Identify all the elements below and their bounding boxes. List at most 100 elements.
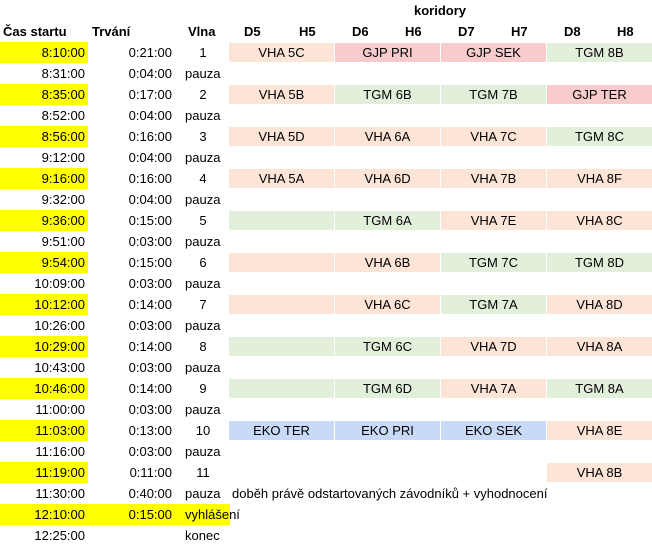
col-header-h6: H6 (405, 24, 422, 39)
duration-cell: 0:04:00 (128, 150, 172, 165)
corridor-group-cell: VHA 6D (335, 169, 440, 188)
duration-cell: 0:13:00 (128, 423, 172, 438)
col-header-d8: D8 (564, 24, 581, 39)
corridor-group-cell: GJP TER (547, 85, 652, 104)
note-text: doběh právě odstartovaných závodníků + v… (232, 486, 548, 501)
duration-cell: 0:15:00 (88, 504, 176, 525)
duration-cell: 0:03:00 (128, 318, 172, 333)
corridor-group-cell: VHA 8E (547, 421, 652, 440)
duration-cell: 0:15:00 (128, 213, 172, 228)
start-time-cell: 10:12:00 (0, 294, 88, 315)
corridor-group-cell: VHA 5A (229, 169, 334, 188)
corridor-group-cell: EKO PRI (335, 421, 440, 440)
schedule-row: 10:26:00 0:03:00 pauza (0, 315, 652, 336)
corridor-group-cell: VHA 6B (335, 253, 440, 272)
start-time-cell: 11:16:00 (35, 444, 85, 459)
header-row: Čas startu Trvání Vlna D5 H5 D6 H6 D7 H7… (0, 21, 652, 42)
wave-cell: 9 (199, 381, 207, 396)
corridors-group-label: koridory (413, 3, 466, 18)
start-time-cell: 8:31:00 (41, 66, 85, 81)
start-time-cell: 9:12:00 (41, 150, 85, 165)
start-time-cell: 8:52:00 (41, 108, 85, 123)
start-time-cell: 11:19:00 (0, 462, 88, 483)
start-time-cell: 10:29:00 (0, 336, 88, 357)
duration-cell (88, 525, 176, 546)
wave-cell: 10 (195, 423, 211, 438)
duration-cell: 0:03:00 (128, 402, 172, 417)
duration-cell: 0:03:00 (128, 276, 172, 291)
corridor-group-cell: TGM 7C (441, 253, 546, 272)
schedule-row: 8:56:00 0:16:00 3 VHA 5D VHA 6A VHA 7C TGM 8C (0, 126, 652, 147)
start-time-cell: 8:10:00 (0, 42, 88, 63)
schedule-row: 10:12:00 0:14:00 7 VHA 6C TGM 7A VHA 8D (0, 294, 652, 315)
wave-cell: pauza (185, 234, 221, 249)
corridor-group-cell: GJP SEK (441, 43, 546, 62)
schedule-row: 9:54:00 0:15:00 6 VHA 6B TGM 7C TGM 8D (0, 252, 652, 273)
corridor-group-cell: VHA 8A (547, 337, 652, 356)
schedule-row: 11:19:00 0:11:00 11 VHA 8B (0, 462, 652, 483)
start-time-cell: 8:56:00 (0, 126, 88, 147)
corridor-group-cell: TGM 8B (547, 43, 652, 62)
wave-cell: pauza (185, 360, 221, 375)
wave-cell: pauza (185, 444, 221, 459)
corridor-group-cell (229, 253, 334, 272)
header-row-top: koridory (0, 0, 652, 21)
wave-cell: vyhlášení (176, 504, 240, 525)
corridor-group-cell: TGM 6D (335, 379, 440, 398)
start-time-cell: 9:51:00 (41, 234, 85, 249)
wave-cell: 6 (199, 255, 207, 270)
schedule-row: 8:31:00 0:04:00 pauza (0, 63, 652, 84)
col-header-d7: D7 (458, 24, 475, 39)
start-time-cell: 10:09:00 (34, 276, 85, 291)
duration-cell: 0:03:00 (128, 444, 172, 459)
schedule-row: 12:10:00 0:15:00 vyhlášení (0, 504, 652, 525)
col-header-time: Čas startu (3, 24, 67, 39)
start-time-cell: 12:25:00 (34, 528, 85, 543)
start-time-cell: 9:16:00 (0, 168, 88, 189)
wave-cell: pauza (185, 486, 221, 501)
wave-cell: pauza (185, 276, 221, 291)
col-header-h7: H7 (511, 24, 528, 39)
wave-cell: 3 (199, 129, 207, 144)
corridor-group-cell: VHA 7D (441, 337, 546, 356)
duration-cell: 0:11:00 (129, 465, 172, 480)
duration-cell: 0:17:00 (128, 87, 172, 102)
corridor-group-cell: EKO TER (229, 421, 334, 440)
start-time-cell: 10:46:00 (0, 378, 88, 399)
start-time-cell: 8:35:00 (0, 84, 88, 105)
wave-cell: 5 (199, 213, 207, 228)
col-header-h8: H8 (617, 24, 634, 39)
wave-cell: 8 (199, 339, 207, 354)
corridor-group-cell: TGM 7A (441, 295, 546, 314)
schedule-row: 9:51:00 0:03:00 pauza (0, 231, 652, 252)
corridor-group-cell: TGM 7B (441, 85, 546, 104)
duration-cell: 0:14:00 (128, 339, 172, 354)
duration-cell: 0:40:00 (128, 486, 172, 501)
wave-cell: 11 (196, 465, 210, 480)
schedule-row: 10:09:00 0:03:00 pauza (0, 273, 652, 294)
schedule-row: 10:46:00 0:14:00 9 TGM 6D VHA 7A TGM 8A (0, 378, 652, 399)
start-time-cell: 11:03:00 (0, 420, 88, 441)
schedule-row: 8:52:00 0:04:00 pauza (0, 105, 652, 126)
wave-cell: pauza (185, 192, 221, 207)
duration-cell: 0:14:00 (128, 381, 172, 396)
corridor-group-cell: VHA 8B (547, 463, 652, 482)
wave-cell: 2 (199, 87, 207, 102)
wave-cell: pauza (185, 150, 221, 165)
corridor-group-cell: VHA 7A (441, 379, 546, 398)
corridor-group-cell: GJP PRI (335, 43, 440, 62)
duration-cell: 0:15:00 (128, 255, 172, 270)
corridor-group-cell: VHA 8D (547, 295, 652, 314)
schedule-row: 11:00:00 0:03:00 pauza (0, 399, 652, 420)
corridor-group-cell: VHA 7B (441, 169, 546, 188)
corridor-group-cell (229, 337, 334, 356)
wave-cell: pauza (185, 66, 221, 81)
col-header-wave: Vlna (188, 24, 216, 39)
duration-cell: 0:16:00 (128, 129, 172, 144)
schedule-row: 11:16:00 0:03:00 pauza (0, 441, 652, 462)
start-time-cell: 10:43:00 (34, 360, 85, 375)
wave-cell: 4 (199, 171, 207, 186)
col-header-duration: Trvání (92, 24, 131, 39)
start-time-cell: 9:54:00 (0, 252, 88, 273)
corridor-group-cell: VHA 7E (441, 211, 546, 230)
